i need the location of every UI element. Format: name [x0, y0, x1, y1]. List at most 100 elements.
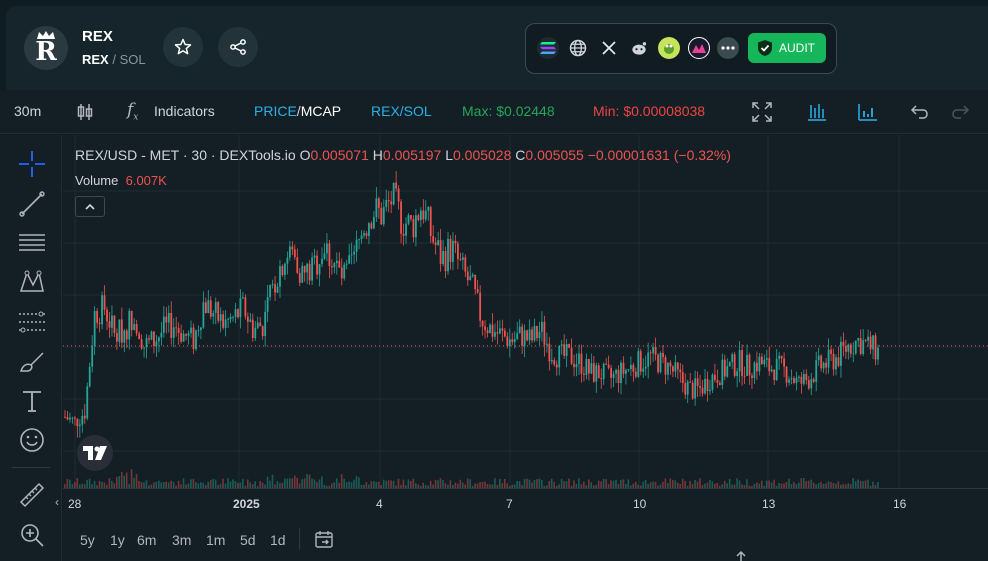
candle-body [284, 263, 286, 275]
candle-body [830, 349, 832, 354]
volume-bar [751, 485, 753, 488]
brush-icon[interactable] [17, 347, 47, 377]
candle-body [98, 322, 101, 325]
volume-bar [550, 478, 553, 488]
range-1y[interactable]: 1y [110, 532, 125, 548]
range-6m[interactable]: 6m [137, 532, 157, 548]
candle-body [382, 207, 385, 225]
scroll-left-icon[interactable]: ‹ [55, 495, 59, 509]
range-5y[interactable]: 5y [80, 532, 95, 548]
time-axis[interactable]: ‹ 28 2025 4 7 10 13 16 [55, 488, 988, 516]
volume-bar [632, 483, 635, 488]
volume-bar [405, 485, 407, 488]
candle-body [790, 378, 793, 380]
candle-body [711, 374, 714, 390]
solana-icon[interactable] [537, 37, 559, 59]
candle-body [402, 233, 405, 236]
reddit-icon[interactable] [628, 37, 650, 59]
candlestick-chart[interactable] [63, 135, 988, 488]
range-3m[interactable]: 3m [172, 532, 192, 548]
volume-bar [867, 479, 869, 488]
range-5d[interactable]: 5d [240, 532, 256, 548]
candle-body [548, 343, 551, 362]
redo-icon[interactable] [950, 101, 972, 123]
zoom-in-icon[interactable] [17, 520, 47, 550]
volume-bar [410, 481, 412, 488]
volume-bar [358, 477, 360, 488]
candle-body [167, 312, 170, 323]
volume-bar [192, 478, 195, 488]
volume-bar [466, 478, 469, 488]
x-twitter-icon[interactable] [598, 37, 620, 59]
candle-body [190, 327, 192, 334]
volume-bar [758, 483, 761, 488]
volume-bar [699, 478, 701, 488]
legend-l-val: 0.005028 [452, 147, 512, 163]
website-globe-icon[interactable] [567, 37, 589, 59]
candle-body [847, 344, 850, 352]
volume-bar [481, 482, 484, 488]
candle-body [607, 364, 610, 368]
fullscreen-icon[interactable] [751, 101, 773, 123]
favorite-button[interactable] [163, 27, 203, 67]
audit-button[interactable]: AUDIT [748, 33, 826, 63]
interval-selector[interactable]: 30m [14, 103, 42, 119]
candle-body [321, 258, 323, 265]
more-options-icon[interactable] [717, 37, 739, 59]
candle-body [424, 210, 427, 220]
volume-bar [642, 481, 644, 488]
share-button[interactable] [218, 27, 258, 67]
trend-line-icon[interactable] [17, 189, 47, 219]
volume-bar [343, 478, 345, 488]
volume-bar [760, 480, 763, 488]
price-chart[interactable]: REX/USD - MET · 30 · DEXTools.io O0.0050… [63, 135, 988, 488]
volume-bar [133, 477, 135, 488]
volume-bar [237, 482, 239, 488]
emoji-icon[interactable] [17, 425, 47, 455]
pair-toggle[interactable]: REX/SOL [371, 103, 432, 119]
candle-body [686, 381, 689, 395]
candle-body [800, 376, 803, 384]
volume-bars-icon[interactable] [857, 101, 879, 123]
volume-bar [439, 478, 442, 488]
candle-body [269, 284, 272, 297]
share-icon [230, 39, 246, 55]
horizontal-lines-icon[interactable] [17, 228, 47, 258]
collapse-legend-button[interactable] [75, 196, 105, 217]
dexscreener-frog-icon[interactable] [658, 37, 680, 59]
text-tool-icon[interactable] [17, 386, 47, 416]
volume-bar [590, 482, 593, 488]
candle-body [298, 272, 301, 283]
candle-body [476, 289, 479, 293]
candles-type-icon[interactable] [74, 101, 96, 123]
tradingview-logo[interactable] [77, 435, 113, 471]
volume-bar [298, 483, 301, 488]
ruler-icon[interactable] [17, 480, 47, 510]
scroll-up-arrow-icon[interactable] [734, 550, 748, 561]
volume-bar [182, 478, 185, 488]
candle-body [746, 354, 748, 376]
volume-bar [674, 480, 677, 488]
volume-bar [271, 474, 274, 488]
candle-body [704, 378, 706, 394]
volume-bar [815, 484, 817, 488]
volume-bar [78, 484, 81, 488]
indicators-button[interactable]: Indicators [154, 103, 215, 119]
fib-retracement-icon[interactable] [17, 307, 47, 337]
undo-icon[interactable] [908, 101, 930, 123]
range-1m[interactable]: 1m [206, 532, 226, 548]
pattern-icon[interactable] [17, 267, 47, 297]
candle-body [637, 351, 640, 377]
mountain-logo-icon[interactable] [688, 37, 710, 59]
chart-settings-icon[interactable] [806, 101, 828, 123]
price-mcap-toggle[interactable]: PRICE/MCAP [254, 103, 341, 119]
volume-bar [140, 482, 143, 488]
candle-body [454, 240, 457, 244]
range-1d[interactable]: 1d [270, 532, 286, 548]
date-range-icon[interactable] [313, 529, 335, 551]
candle-body [101, 295, 103, 325]
legend-o-key: O [299, 147, 311, 163]
fx-icon[interactable]: fx [127, 100, 139, 123]
crosshair-icon[interactable] [17, 149, 47, 179]
candle-body [503, 330, 506, 337]
